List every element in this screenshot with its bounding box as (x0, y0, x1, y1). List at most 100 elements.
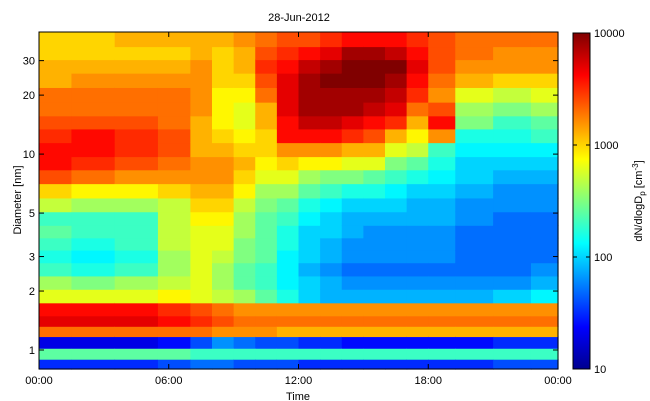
heatmap-cell (428, 73, 456, 88)
heatmap-cell (298, 315, 321, 327)
heatmap-cell (320, 302, 343, 317)
heatmap-cell (190, 46, 213, 61)
heatmap-cell (157, 142, 191, 158)
heatmap-cell (341, 102, 364, 117)
heatmap-cell (114, 315, 159, 327)
heatmap-cell (255, 102, 278, 117)
heatmap-cell (455, 183, 494, 199)
heatmap-cell (39, 59, 73, 74)
heatmap-cell (428, 326, 456, 338)
heatmap-cell (385, 102, 408, 117)
heatmap-cell (190, 59, 213, 74)
colorbar-tick-label: 10 (594, 364, 606, 376)
heatmap-cell (341, 249, 364, 264)
heatmap-cell (39, 302, 73, 317)
heatmap-cell (71, 32, 116, 48)
heatmap-cell (114, 142, 159, 158)
heatmap-cell (530, 225, 559, 239)
heatmap-cell (255, 211, 278, 226)
heatmap-cell (233, 32, 256, 48)
heatmap-cell (212, 197, 235, 213)
heatmap-cell (455, 302, 494, 317)
heatmap-cell (363, 237, 386, 251)
heatmap-cell (363, 249, 386, 264)
heatmap-cell (157, 249, 191, 264)
heatmap-cell (212, 115, 235, 130)
heatmap-cell (363, 73, 386, 88)
heatmap-cell (385, 87, 408, 103)
heatmap-cell (428, 249, 456, 264)
heatmap-cell (455, 128, 494, 144)
heatmap-cell (406, 225, 429, 239)
heatmap-cell (233, 211, 256, 226)
heatmap-cell (212, 87, 235, 103)
heatmap-cell (157, 73, 191, 88)
heatmap-cell (406, 211, 429, 226)
colorbar-label-main: dN/dlogD (633, 196, 645, 242)
heatmap-cell (428, 237, 456, 251)
colorbar-ticks: 10 100 1000 10000 (573, 28, 625, 376)
heatmap-cell (363, 183, 386, 199)
heatmap-cell (298, 183, 321, 199)
colorbar-tick-label: 100 (594, 252, 612, 264)
heatmap-cell (530, 128, 559, 144)
y-axis-label: Diameter [nm] (12, 165, 24, 234)
heatmap-cell (428, 225, 456, 239)
heatmap-cell (320, 169, 343, 185)
heatmap-cell (428, 59, 456, 74)
heatmap-cell (39, 197, 73, 213)
heatmap-cell (114, 302, 159, 317)
heatmap-cells (39, 32, 559, 370)
y-tick-label: 1 (29, 345, 35, 357)
heatmap-cell (428, 302, 456, 317)
heatmap-cell (190, 348, 213, 360)
heatmap-cell (255, 275, 278, 290)
heatmap-cell (298, 225, 321, 239)
heatmap-cell (493, 169, 532, 185)
heatmap-cell (320, 225, 343, 239)
heatmap-cell (320, 262, 343, 277)
heatmap-cell (114, 156, 159, 171)
heatmap-cell (233, 197, 256, 213)
heatmap-cell (39, 128, 73, 144)
heatmap-cell (493, 289, 532, 304)
heatmap-cell (212, 32, 235, 48)
heatmap-cell (39, 275, 73, 290)
heatmap-cell (114, 73, 159, 88)
heatmap-cell (276, 156, 300, 171)
heatmap-cell (530, 32, 559, 48)
heatmap-cell (276, 197, 300, 213)
heatmap-cell (114, 249, 159, 264)
heatmap-cell (190, 211, 213, 226)
y-axis: 1 2 3 5 10 20 30 (23, 56, 558, 357)
heatmap-cell (190, 197, 213, 213)
heatmap-cell (233, 73, 256, 88)
heatmap-cell (428, 169, 456, 185)
heatmap-cell (341, 87, 364, 103)
heatmap-cell (530, 315, 559, 327)
heatmap-cell (406, 59, 429, 74)
heatmap-cell (39, 156, 73, 171)
heatmap-cell (455, 32, 494, 48)
heatmap-cell (71, 289, 116, 304)
heatmap-cell (493, 197, 532, 213)
heatmap-cell (341, 183, 364, 199)
heatmap-plot-area (38, 31, 559, 370)
heatmap-cell (157, 336, 191, 349)
heatmap-cell (406, 348, 429, 360)
heatmap-cell (190, 169, 213, 185)
heatmap-cell (114, 237, 159, 251)
heatmap-cell (276, 359, 300, 370)
heatmap-cell (363, 336, 386, 349)
heatmap-cell (212, 128, 235, 144)
heatmap-cell (320, 336, 343, 349)
heatmap-cell (255, 73, 278, 88)
heatmap-cell (212, 46, 235, 61)
heatmap-cell (455, 102, 494, 117)
heatmap-cell (190, 128, 213, 144)
heatmap-cell (233, 262, 256, 277)
heatmap-cell (298, 348, 321, 360)
heatmap-cell (157, 237, 191, 251)
heatmap-cell (320, 46, 343, 61)
heatmap-cell (71, 249, 116, 264)
